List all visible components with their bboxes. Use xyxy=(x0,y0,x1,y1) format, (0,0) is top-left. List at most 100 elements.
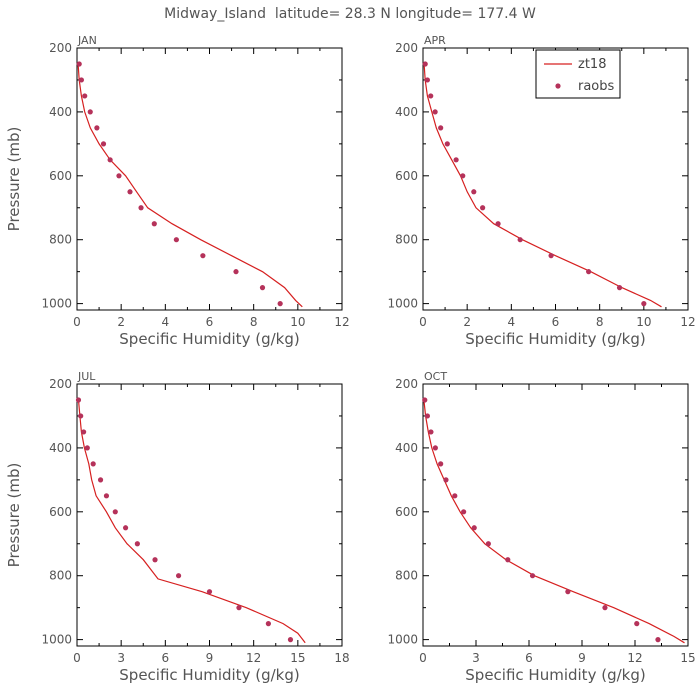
y-tick-label: 1000 xyxy=(41,297,72,311)
data-point-raobs xyxy=(134,541,140,547)
data-point-raobs xyxy=(422,61,428,67)
data-point-raobs xyxy=(634,621,640,627)
y-tick-label: 200 xyxy=(395,41,418,55)
y-tick-label: 600 xyxy=(395,169,418,183)
x-tick-label: 4 xyxy=(508,315,516,329)
panel-jan: JAN 0 2 4 6 8 10 12 200 400 600 800 1000 Specific Hum… xyxy=(5,34,350,348)
y-tick-label: 600 xyxy=(49,169,72,183)
x-tick-label: 10 xyxy=(290,315,305,329)
data-point-raobs xyxy=(485,541,491,547)
data-point-raobs xyxy=(480,205,486,211)
x-tick-label: 6 xyxy=(552,315,560,329)
x-tick-label: 6 xyxy=(206,315,214,329)
x-tick-label: 8 xyxy=(596,315,604,329)
data-point-raobs xyxy=(432,109,438,115)
series-line-zt18 xyxy=(77,399,306,644)
y-tick-label: 400 xyxy=(395,105,418,119)
x-tick-label: 9 xyxy=(206,651,214,665)
plot-frame xyxy=(76,383,343,647)
data-point-raobs xyxy=(100,141,107,147)
x-tick-label: 15 xyxy=(680,651,695,665)
legend-label-model: zt18 xyxy=(578,57,606,72)
data-point-raobs xyxy=(453,157,459,163)
y-tick-label: 400 xyxy=(49,441,72,455)
y-tick-label: 1000 xyxy=(387,297,418,311)
x-tick-label: 0 xyxy=(73,651,81,665)
data-point-raobs xyxy=(138,205,144,211)
y-tick-label: 400 xyxy=(49,105,72,119)
data-point-raobs xyxy=(75,397,82,403)
y-tick-label: 800 xyxy=(49,569,72,583)
x-tick-label: 12 xyxy=(680,315,695,329)
data-point-raobs xyxy=(151,221,157,227)
y-axis-label: Pressure (mb) xyxy=(5,127,23,232)
data-point-raobs xyxy=(424,413,431,419)
data-point-raobs xyxy=(461,509,467,515)
x-tick-label: 8 xyxy=(250,315,258,329)
x-tick-label: 3 xyxy=(117,651,125,665)
data-point-raobs xyxy=(81,429,87,435)
data-point-raobs xyxy=(452,493,458,499)
data-point-raobs xyxy=(438,125,444,131)
legend-label-obs: raobs xyxy=(578,79,615,94)
x-axis-label: Specific Humidity (g/kg) xyxy=(465,330,645,348)
x-tick-label: 0 xyxy=(73,315,81,329)
x-tick-label: 2 xyxy=(117,315,125,329)
plot-frame xyxy=(76,47,343,311)
data-point-raobs xyxy=(97,477,104,483)
data-point-raobs xyxy=(471,189,477,195)
data-point-raobs xyxy=(655,637,661,643)
data-point-raobs xyxy=(438,461,444,467)
series-line-zt18 xyxy=(77,63,303,308)
data-point-raobs xyxy=(565,589,571,595)
y-tick-label: 1000 xyxy=(387,633,418,647)
data-point-raobs xyxy=(173,237,179,243)
data-point-raobs xyxy=(432,445,438,451)
data-point-raobs xyxy=(94,125,100,131)
data-point-raobs xyxy=(265,621,271,627)
data-point-raobs xyxy=(233,269,239,275)
x-tick-label: 12 xyxy=(246,651,261,665)
data-point-raobs xyxy=(122,525,129,531)
data-point-raobs xyxy=(548,253,554,259)
panel-title: APR xyxy=(424,34,446,47)
y-axis-label: Pressure (mb) xyxy=(5,463,23,568)
data-point-raobs xyxy=(586,269,592,275)
data-point-raobs xyxy=(471,525,477,531)
panel-jul: JUL 0 3 6 9 12 15 18 200 400 600 800 1000 Specific Hu… xyxy=(5,370,350,684)
legend-point-swatch xyxy=(555,83,561,89)
x-tick-label: 10 xyxy=(636,315,651,329)
data-point-raobs xyxy=(112,509,118,515)
x-axis-label: Specific Humidity (g/kg) xyxy=(119,666,299,684)
data-point-raobs xyxy=(428,429,434,435)
x-tick-label: 12 xyxy=(627,651,642,665)
data-point-raobs xyxy=(152,557,158,563)
y-tick-label: 400 xyxy=(395,441,418,455)
y-tick-label: 800 xyxy=(395,233,418,247)
x-tick-label: 6 xyxy=(162,651,170,665)
panel-oct: OCT 0 3 6 9 12 15 200 400 600 800 1000 Specific Humi… xyxy=(387,370,695,684)
panel-title: JUL xyxy=(77,370,96,383)
x-tick-label: 0 xyxy=(419,651,427,665)
data-point-raobs xyxy=(259,285,266,291)
data-point-raobs xyxy=(78,413,84,419)
data-point-raobs xyxy=(84,445,90,451)
data-point-raobs xyxy=(76,61,82,67)
series-line-zt18 xyxy=(423,399,685,644)
panel-title: OCT xyxy=(424,370,447,383)
x-axis-label: Specific Humidity (g/kg) xyxy=(119,330,299,348)
data-point-raobs xyxy=(127,189,133,195)
legend: zt18 raobs xyxy=(535,49,621,99)
data-point-raobs xyxy=(443,477,449,483)
data-point-raobs xyxy=(495,221,501,227)
data-point-raobs xyxy=(428,93,434,99)
data-point-raobs xyxy=(90,461,96,467)
legend-box xyxy=(535,49,621,99)
x-tick-label: 18 xyxy=(334,651,349,665)
x-axis-label: Specific Humidity (g/kg) xyxy=(465,666,645,684)
y-tick-label: 200 xyxy=(49,41,72,55)
data-point-raobs xyxy=(460,173,466,179)
y-tick-label: 1000 xyxy=(41,633,72,647)
